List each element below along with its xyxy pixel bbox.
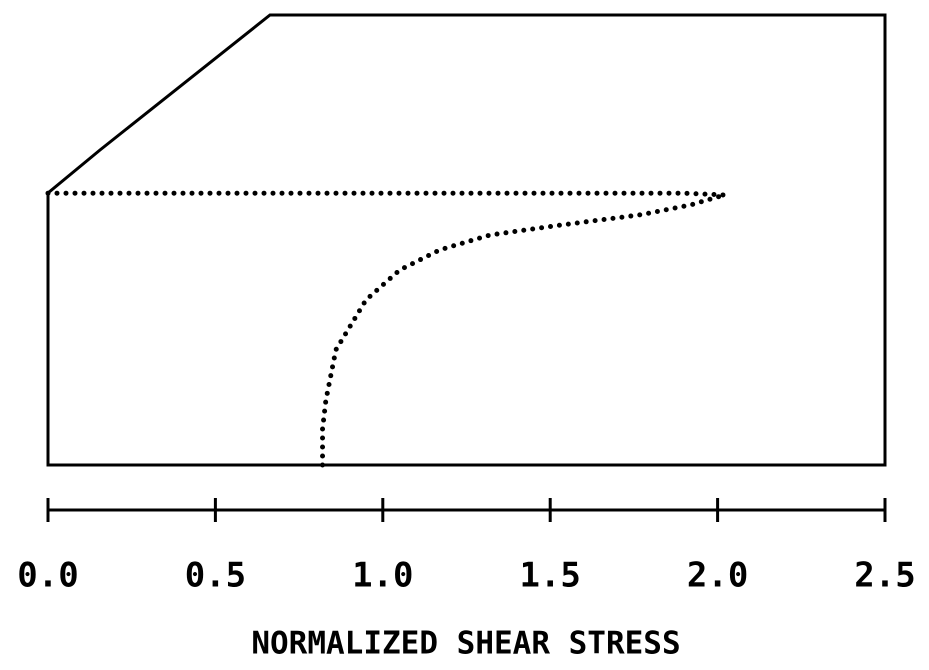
x-tick-label: 1.5 <box>519 556 580 596</box>
x-tick-label: 1.0 <box>352 556 413 596</box>
x-tick-label: 0.5 <box>185 556 246 596</box>
x-tick-label: 0.0 <box>17 556 78 596</box>
dotted-curve <box>45 190 727 198</box>
structure-outline <box>46 13 887 467</box>
x-tick-label: 2.5 <box>854 556 915 596</box>
x-tick-label: 2.0 <box>687 556 748 596</box>
dotted-curve <box>320 192 727 468</box>
x-axis-title: NORMALIZED SHEAR STRESS <box>251 626 680 662</box>
